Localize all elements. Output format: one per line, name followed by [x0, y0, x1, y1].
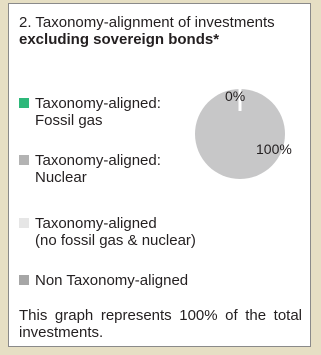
title-bold: excluding sovereign bonds* — [19, 31, 220, 48]
legend-swatch-fossil-gas — [19, 98, 29, 108]
legend-swatch-no-fossil-nuclear — [19, 218, 29, 228]
pie-chart: 0% 100% — [195, 88, 292, 179]
legend-label-line2: (no fossil gas & nuclear) — [35, 232, 196, 249]
legend-label-line1: Taxonomy-aligned: — [35, 152, 161, 169]
legend-label-line2: Nuclear — [35, 169, 87, 186]
title-plain: 2. Taxonomy-alignment of investments — [19, 14, 275, 31]
chart-title: 2. Taxonomy-alignment of investments exc… — [19, 14, 299, 48]
legend-label-line1: Non Taxonomy-aligned — [35, 272, 189, 289]
chart-panel: 2. Taxonomy-alignment of investments exc… — [8, 3, 311, 347]
pie-label-aligned: 0% — [225, 88, 245, 104]
legend-swatch-nuclear — [19, 155, 29, 165]
legend-swatch-non-aligned — [19, 275, 29, 285]
footer-note: This graph represents 100% of the total … — [19, 307, 302, 341]
legend-label-line1: Taxonomy-aligned: — [35, 95, 161, 112]
legend-label-line2: Fossil gas — [35, 112, 103, 129]
pie-label-non-aligned: 100% — [256, 141, 292, 157]
legend-label-line1: Taxonomy-aligned — [35, 215, 157, 232]
pie-slice-non-aligned — [195, 89, 285, 179]
